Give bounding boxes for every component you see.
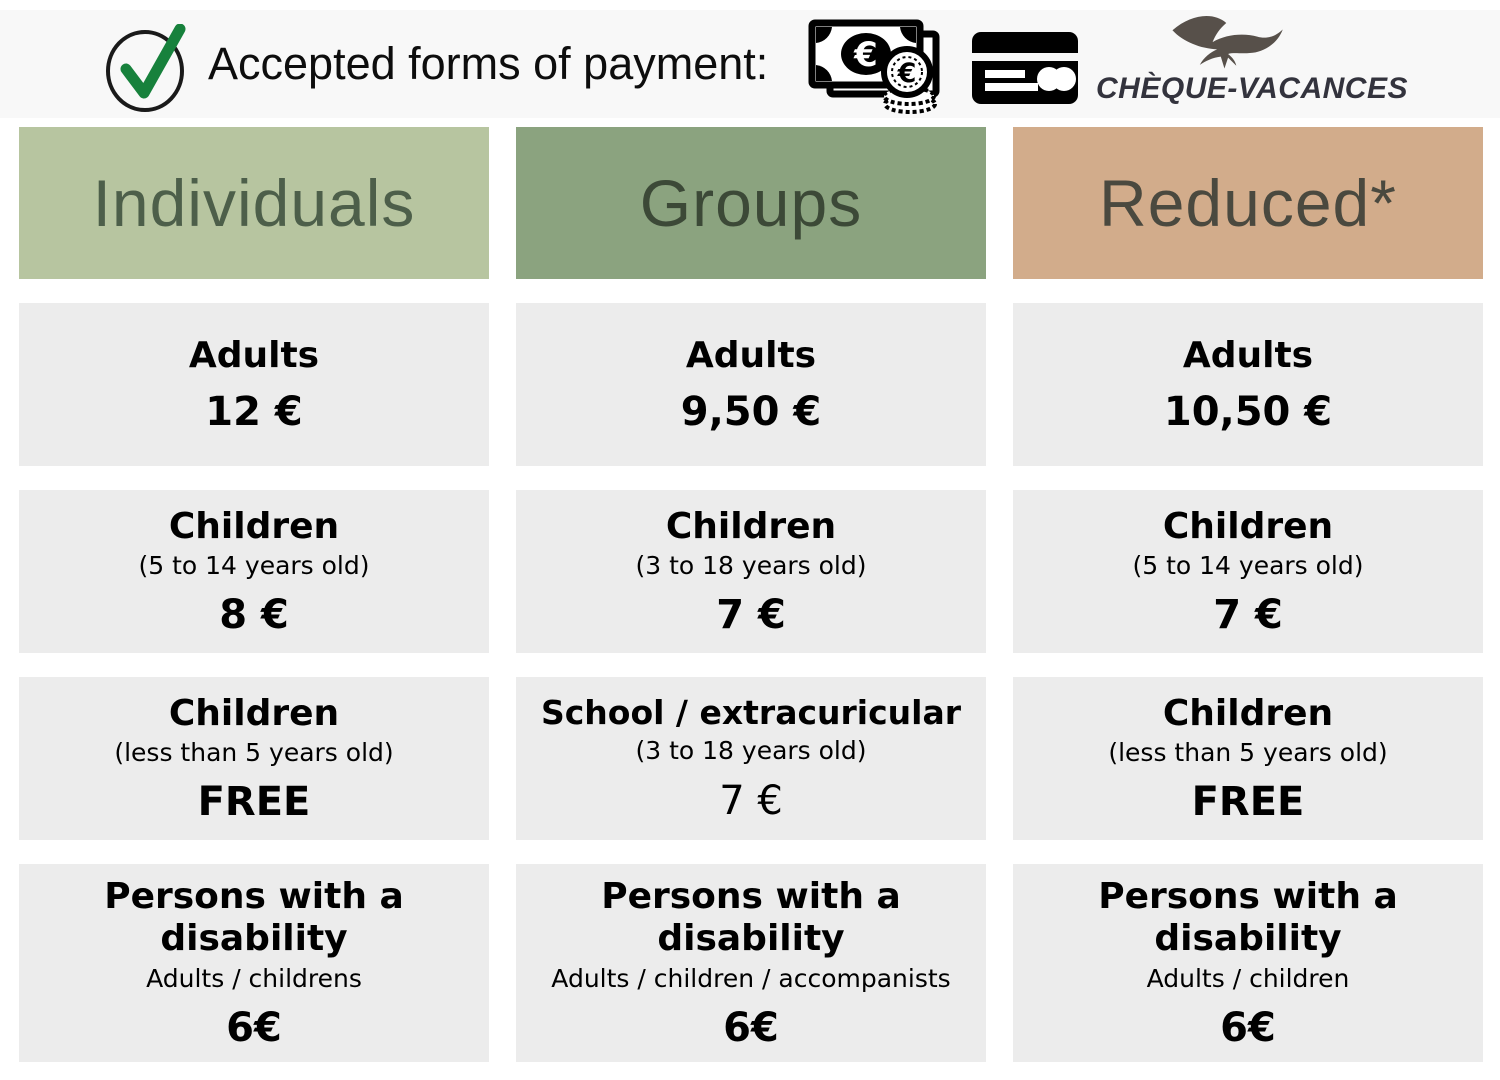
cheque-vacances-label: CHÈQUE-VACANCES — [1096, 72, 1408, 105]
cell-price: 10,50 € — [1163, 388, 1333, 435]
pricing-grid: Individuals Adults 12 € Children (5 to 1… — [19, 127, 1483, 1062]
cell-subtitle: (3 to 18 years old) — [635, 736, 867, 766]
cell-price: 9,50 € — [680, 388, 822, 435]
bird-icon — [1172, 16, 1283, 69]
price-cell-individuals-children-under5: Children (less than 5 years old) FREE — [19, 677, 489, 840]
column-header-groups: Groups — [516, 127, 986, 279]
price-cell-individuals-children: Children (5 to 14 years old) 8 € — [19, 490, 489, 653]
cell-title: Children — [1162, 692, 1334, 734]
price-cell-groups-adults: Adults 9,50 € — [516, 303, 986, 466]
cell-title: School / extracuricular — [540, 693, 962, 733]
column-header-individuals: Individuals — [19, 127, 489, 279]
cell-price: 7 € — [716, 592, 786, 639]
price-cell-individuals-adults: Adults 12 € — [19, 303, 489, 466]
cell-title: Children — [168, 505, 340, 547]
coin-euro-symbol: € — [897, 58, 917, 89]
price-cell-reduced-adults: Adults 10,50 € — [1013, 303, 1483, 466]
cell-subtitle: Adults / childrens — [146, 963, 362, 993]
cell-title: Adults — [188, 335, 320, 377]
price-cell-groups-school: School / extracuricular (3 to 18 years o… — [516, 677, 986, 840]
cheque-vacances-logo: CHÈQUE-VACANCES — [1096, 12, 1407, 118]
cell-subtitle: (5 to 14 years old) — [138, 551, 370, 581]
cell-subtitle: (less than 5 years old) — [114, 738, 394, 768]
price-cell-groups-children: Children (3 to 18 years old) 7 € — [516, 490, 986, 653]
cell-price: 8 € — [219, 592, 289, 639]
cell-title: Persons with a disability — [1098, 875, 1398, 960]
cell-subtitle: Adults / children — [1146, 963, 1350, 993]
cell-title: Children — [665, 505, 837, 547]
price-cell-reduced-disability: Persons with a disability Adults / child… — [1013, 864, 1483, 1062]
cell-price: 12 € — [205, 388, 303, 435]
credit-card-icon — [972, 32, 1078, 104]
cell-title: Children — [1162, 505, 1334, 547]
cell-price: FREE — [197, 779, 311, 826]
price-cell-individuals-disability: Persons with a disability Adults / child… — [19, 864, 489, 1062]
cell-price: 6€ — [1220, 1005, 1276, 1052]
cell-title: Adults — [685, 335, 817, 377]
price-cell-groups-disability: Persons with a disability Adults / child… — [516, 864, 986, 1062]
price-cell-reduced-children-under5: Children (less than 5 years old) FREE — [1013, 677, 1483, 840]
cell-price: 6€ — [723, 1005, 779, 1052]
payment-header-strip: Accepted forms of payment: € € — [0, 10, 1500, 118]
cell-price: 7 € — [719, 777, 783, 824]
payment-header-title: Accepted forms of payment: — [208, 38, 769, 89]
cash-euro-icon: € € — [806, 18, 946, 114]
cell-title: Children — [168, 692, 340, 734]
cell-subtitle: (5 to 14 years old) — [1132, 551, 1364, 581]
cell-subtitle: (3 to 18 years old) — [635, 551, 867, 581]
cell-title: Persons with a disability — [104, 875, 404, 960]
price-cell-reduced-children: Children (5 to 14 years old) 7 € — [1013, 490, 1483, 653]
cell-subtitle: (less than 5 years old) — [1108, 738, 1388, 768]
cell-price: FREE — [1191, 779, 1305, 826]
check-icon — [103, 23, 203, 112]
banknote-euro-symbol: € — [853, 35, 878, 75]
cell-price: 7 € — [1213, 592, 1283, 639]
cell-title: Adults — [1182, 335, 1314, 377]
cell-title: Persons with a disability — [601, 875, 901, 960]
cell-subtitle: Adults / children / accompanists — [551, 963, 951, 993]
column-header-reduced: Reduced* — [1013, 127, 1483, 279]
cell-price: 6€ — [226, 1005, 282, 1052]
